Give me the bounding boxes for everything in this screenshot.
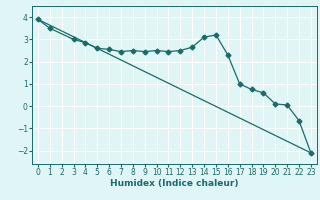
X-axis label: Humidex (Indice chaleur): Humidex (Indice chaleur) bbox=[110, 179, 239, 188]
